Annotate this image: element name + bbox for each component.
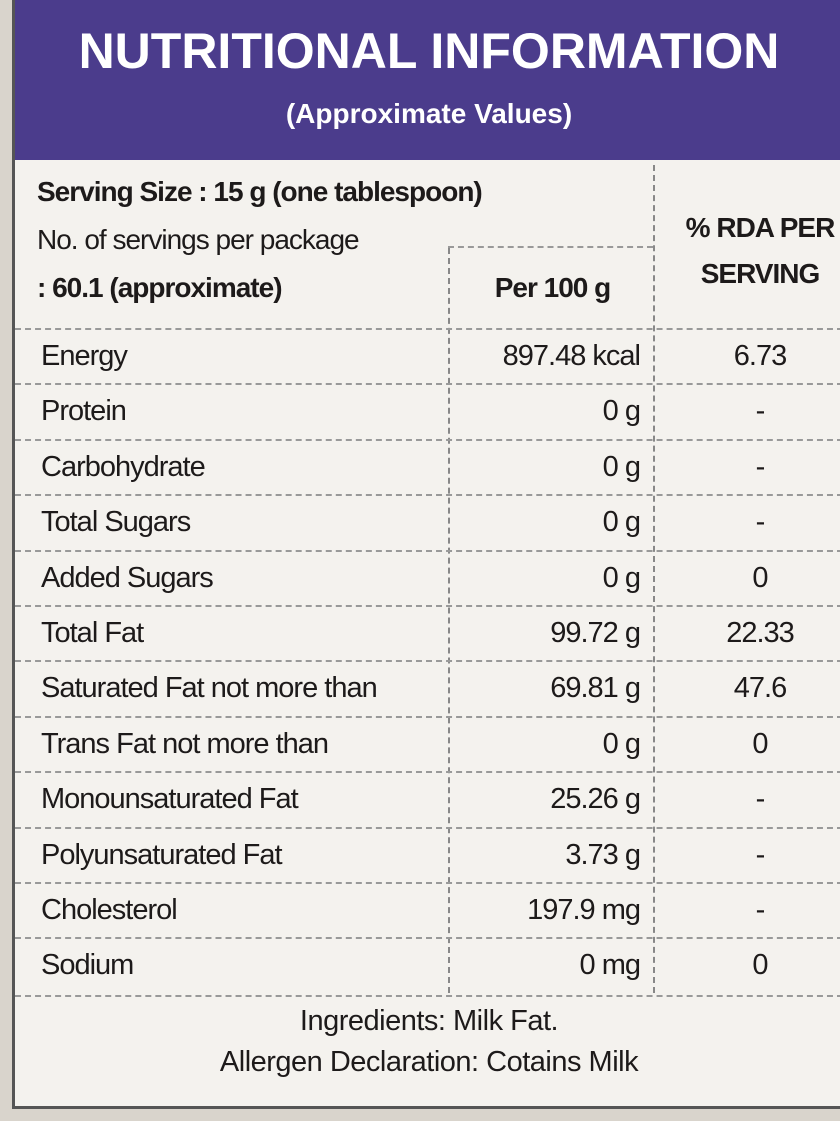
row-divider [15,328,840,330]
column-divider [448,248,450,993]
rda: - [755,506,766,539]
header: NUTRITIONAL INFORMATION (Approximate Val… [15,0,840,160]
row-label: Carbohydrate [41,450,206,483]
per-100g: 0 g [602,561,641,594]
per-100g: 197.9 mg [527,894,641,926]
ingredients: Ingredients: Milk Fat. [299,1005,559,1037]
per-100g: 0 g [602,727,641,760]
divider [448,246,653,248]
serving-line: No. of servings per package [37,224,360,255]
row-divider [15,937,840,940]
row-label: Energy [41,340,128,372]
rda: 47.6 [733,672,787,705]
row-divider [15,771,840,774]
per-100g: 69.81 g [550,672,641,705]
rda: 22.33 [726,617,795,649]
divider [15,995,840,997]
row-label: Sodium [41,949,134,982]
rda: - [755,450,766,483]
title: NUTRITIONAL INFORMATION [78,23,780,79]
rda: - [755,894,766,926]
rda: 0 [752,727,768,760]
serving-line: : 60.1 (approximate) [37,272,283,303]
row-divider [15,715,840,718]
subtitle: (Approximate Values) [285,98,573,129]
row-label: Trans Fat not more than [41,727,329,760]
row-label: Total Fat [41,617,144,649]
rda: - [755,783,766,816]
row-label: Polyunsaturated Fat [41,838,283,871]
row-label: Total Sugars [41,506,191,539]
per-100g: 0 g [602,450,641,483]
rda: 0 [752,949,768,982]
per-100g: 897.48 kcal [502,340,641,372]
row-divider [15,438,840,441]
serving-line: Serving Size : 15 g (one tablespoon) [37,176,483,207]
per-100g: 99.72 g [550,617,641,649]
allergen: Allergen Declaration: Cotains Milk [219,1046,639,1078]
row-label: Monounsaturated Fat [41,783,299,816]
nutrition-label: NUTRITIONAL INFORMATION (Approximate Val… [12,0,840,1109]
row-divider [15,383,840,386]
row-divider [15,660,840,663]
rda: - [755,838,766,871]
per-100g: 0 g [602,395,641,428]
per-100g: 3.73 g [565,838,641,871]
per-100g: 25.26 g [550,783,641,816]
row-label: Added Sugars [41,561,214,594]
column-divider [653,165,655,993]
row-divider [15,494,840,497]
per-100g: 0 g [602,506,641,539]
row-divider [15,549,840,552]
rda: 0 [752,561,768,594]
row-label: Cholesterol [41,894,178,926]
per-100g: 0 mg [579,949,641,982]
row-divider [15,826,840,829]
rda: 6.73 [733,340,787,372]
row-label: Protein [41,395,127,428]
row-divider [15,882,840,884]
row-divider [15,605,840,607]
column-header: % RDA PER SERVING [685,212,836,289]
row-label: Saturated Fat not more than [41,672,378,705]
column-header: Per 100 g [494,272,612,303]
rda: - [755,395,766,428]
